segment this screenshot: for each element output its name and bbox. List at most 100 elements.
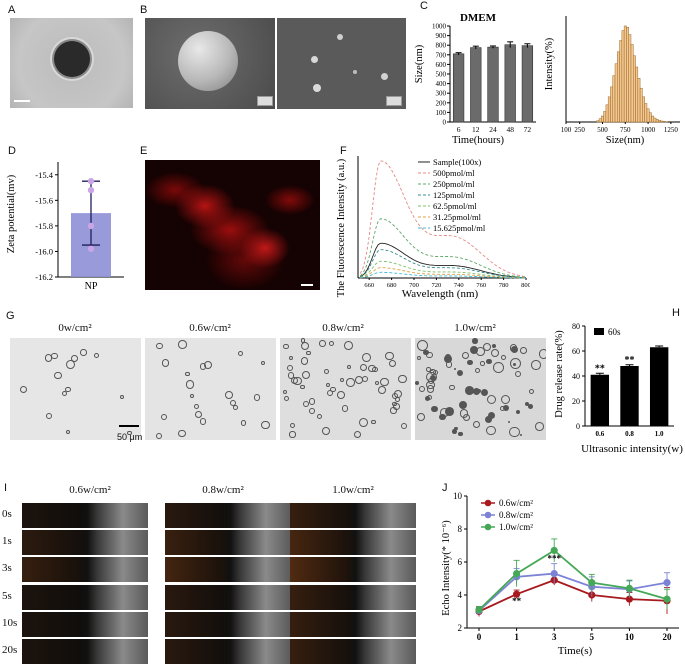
particle	[362, 353, 371, 362]
legend-label: 250pmol/ml	[433, 179, 475, 189]
particle	[190, 394, 194, 398]
data-point	[88, 187, 94, 193]
histogram-bar	[629, 35, 631, 122]
particle	[417, 413, 425, 421]
particle	[509, 427, 519, 437]
particle	[326, 383, 330, 387]
particle	[427, 385, 434, 392]
histogram-bar	[633, 56, 635, 122]
particle	[80, 349, 86, 355]
nanoparticle-core	[54, 41, 90, 77]
particle	[284, 396, 290, 402]
histogram-bar	[597, 121, 599, 122]
x-tick-label: 48	[506, 125, 514, 134]
ultrasound-frame	[22, 557, 148, 582]
particle	[200, 418, 206, 424]
panel-label-g: G	[6, 310, 15, 322]
y-tick-label: 300	[436, 90, 447, 98]
particle	[261, 421, 270, 430]
particle	[162, 359, 169, 366]
particle	[233, 405, 238, 410]
legend-marker	[485, 500, 492, 507]
series-line	[360, 250, 526, 278]
particle	[322, 427, 330, 435]
particle	[465, 386, 474, 395]
y-tick-label: -15.4	[35, 170, 53, 180]
particle	[287, 365, 293, 371]
particle	[380, 378, 389, 387]
particle	[398, 375, 406, 383]
particle	[66, 360, 75, 369]
particle	[283, 344, 289, 350]
particle	[342, 405, 348, 411]
particle	[185, 372, 189, 376]
particle	[511, 346, 518, 353]
particle	[531, 360, 541, 370]
series-line	[479, 574, 667, 611]
i-title-0: 0.6w/cm²	[55, 484, 125, 496]
particle	[51, 353, 58, 360]
bar	[620, 366, 638, 426]
particle	[415, 381, 419, 385]
chart-title: DMEM	[460, 12, 497, 24]
y-tick-label: 4	[458, 590, 463, 600]
particle	[20, 386, 27, 393]
particle	[476, 347, 485, 356]
data-point	[88, 246, 94, 252]
x-tick-label: 1	[514, 632, 519, 642]
legend-marker	[485, 512, 492, 519]
particle	[241, 420, 246, 425]
particle	[62, 391, 67, 396]
legend-label: 500pmol/ml	[433, 168, 475, 178]
particle	[449, 385, 454, 390]
x-tick-label: 10	[625, 632, 635, 642]
particle	[301, 338, 306, 343]
particle	[529, 389, 534, 394]
scale-bar	[14, 100, 30, 102]
data-point	[626, 585, 633, 592]
x-tick-label: 800	[521, 282, 530, 289]
histogram-bar	[631, 44, 633, 122]
particle	[238, 351, 243, 356]
ultrasound-frame	[290, 585, 416, 610]
significance-label: **	[625, 355, 635, 366]
particle	[463, 414, 470, 421]
particle	[423, 350, 428, 355]
y-tick-label: 6	[458, 557, 463, 567]
particle	[156, 343, 162, 349]
histogram-bar	[654, 118, 656, 122]
x-tick-label: 0.6	[595, 430, 604, 438]
histogram-bar	[658, 120, 660, 122]
particle	[200, 363, 206, 369]
histogram-bar	[601, 116, 603, 122]
i-row-label: 3s	[2, 562, 12, 574]
histogram-bar	[608, 97, 610, 122]
particle	[302, 371, 310, 379]
data-point	[588, 579, 595, 586]
x-axis-label: Ultrasonic intensity(w)	[581, 443, 683, 455]
particle	[161, 414, 167, 420]
x-tick-label: 72	[524, 125, 532, 134]
x-tick-label: 0	[477, 632, 482, 642]
g-title-0: 0w/cm²	[40, 322, 110, 334]
particle	[481, 389, 488, 396]
y-tick-label: 700	[436, 51, 447, 59]
particle	[309, 408, 315, 414]
particle	[508, 421, 510, 423]
ultrasound-frame	[165, 639, 291, 664]
particle	[493, 362, 504, 373]
bar	[505, 45, 516, 122]
data-point	[88, 178, 94, 184]
sem-info-box	[257, 96, 273, 106]
bar	[522, 46, 533, 122]
x-tick-label: 12	[472, 125, 480, 134]
i-row-label: 10s	[2, 617, 17, 629]
particle	[329, 341, 334, 346]
particle	[486, 426, 495, 435]
particle	[417, 356, 421, 360]
particle	[431, 406, 437, 412]
bar	[453, 54, 464, 122]
y-tick-label: 2	[458, 623, 463, 633]
y-tick-label: 100	[436, 109, 447, 117]
